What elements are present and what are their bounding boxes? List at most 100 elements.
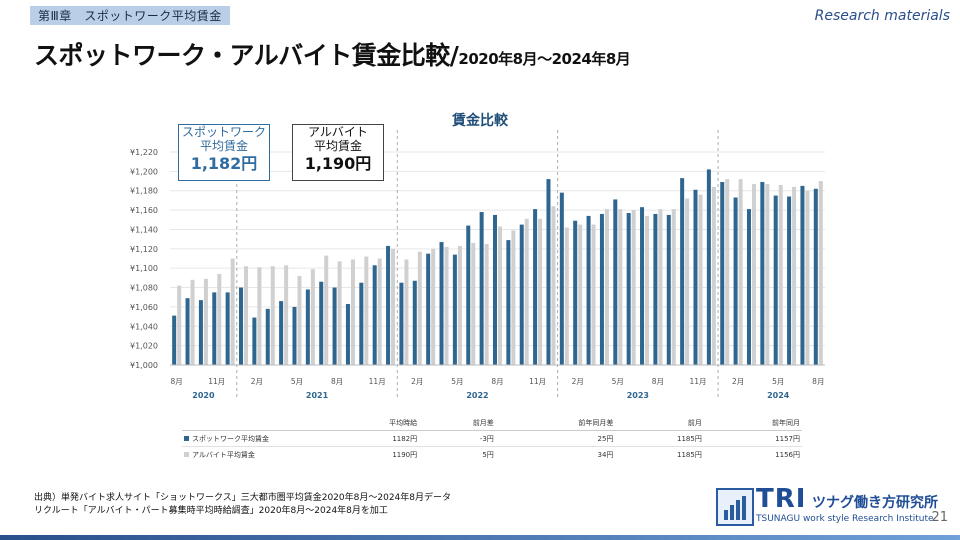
bar-albeit: [618, 209, 623, 365]
bar-albeit: [751, 183, 756, 365]
year-label: 2021: [306, 391, 329, 400]
bar-spotwork: [332, 287, 337, 365]
bar-spotwork: [399, 282, 404, 365]
row-label: アルバイト平均賃金: [192, 450, 255, 459]
bar-albeit: [631, 210, 636, 365]
bar-spotwork: [239, 287, 244, 365]
table-cell: 34円: [597, 450, 614, 459]
bar-albeit: [377, 258, 382, 365]
bar-albeit: [297, 275, 302, 365]
bar-albeit: [471, 243, 476, 365]
summary-header: 平均時給: [321, 415, 420, 431]
x-tick-label: 2月: [251, 377, 263, 386]
bar-albeit: [484, 243, 489, 365]
bar-albeit: [524, 218, 529, 365]
bar-albeit: [217, 273, 222, 365]
bar-albeit: [538, 218, 543, 365]
bar-spotwork: [172, 315, 177, 365]
legend-swatch-spot: [184, 436, 189, 441]
bar-albeit: [551, 206, 556, 365]
bar-spotwork: [706, 169, 711, 365]
bar-albeit: [391, 248, 396, 365]
y-tick-label: ¥1,000: [130, 361, 158, 370]
table-row: アルバイト平均賃金 1190円 5円 34円 1185円 1156円: [182, 447, 802, 463]
bar-spotwork: [345, 304, 350, 365]
bar-albeit: [244, 266, 249, 365]
x-tick-label: 11月: [208, 377, 225, 386]
year-label: 2022: [466, 391, 488, 400]
table-cell: 1156円: [775, 450, 800, 459]
x-tick-label: 11月: [689, 377, 706, 386]
bar-spotwork: [559, 192, 564, 365]
y-tick-label: ¥1,120: [130, 245, 158, 254]
bar-spotwork: [479, 212, 484, 365]
bar-spotwork: [626, 212, 631, 365]
bar-albeit: [658, 209, 663, 365]
bar-albeit: [324, 255, 329, 365]
bar-spotwork: [372, 265, 377, 365]
x-tick-label: 5月: [612, 377, 624, 386]
summary-table: 平均時給 前月差 前年同月差 前月 前年同月 スポットワーク平均賃金 1182円…: [182, 415, 802, 462]
bar-spotwork: [319, 281, 324, 365]
bar-spotwork: [666, 214, 671, 365]
bar-albeit: [805, 190, 810, 365]
tri-logo: TRI ツナグ働き方研究所 TSUNAGU work style Researc…: [716, 484, 938, 528]
chart-title: 賃金比較: [452, 113, 508, 129]
source-line2: リクルート「アルバイト・パート募集時平均時給調査」2020年8月～2024年8月…: [34, 506, 388, 516]
year-label: 2023: [627, 391, 649, 400]
bar-albeit: [457, 245, 462, 365]
albeit-callout-label1: アルバイト: [308, 125, 368, 139]
bar-spotwork: [586, 215, 591, 365]
y-tick-label: ¥1,200: [130, 167, 158, 176]
y-tick-label: ¥1,180: [130, 187, 158, 196]
x-tick-label: 11月: [529, 377, 546, 386]
x-tick-label: 8月: [812, 377, 824, 386]
bar-albeit: [310, 269, 315, 365]
table-row: スポットワーク平均賃金 1182円 -3円 25円 1185円 1157円: [182, 430, 802, 447]
page-title: スポットワーク・アルバイト賃金比較/2020年8月～2024年8月: [34, 36, 631, 72]
x-tick-label: 2月: [572, 377, 584, 386]
y-tick-label: ¥1,100: [130, 264, 158, 273]
bar-albeit: [257, 267, 262, 365]
spot-callout-value: 1,182円: [190, 153, 258, 173]
bar-spotwork: [225, 292, 230, 365]
bar-spotwork: [426, 253, 431, 365]
x-tick-label: 11月: [369, 377, 386, 386]
bar-spotwork: [439, 242, 444, 365]
bar-spotwork: [693, 189, 698, 365]
tri-logo-mark-icon: [716, 488, 754, 526]
bar-spotwork: [185, 298, 190, 365]
bar-albeit: [711, 186, 716, 365]
title-sub: 2020年8月～2024年8月: [458, 50, 631, 68]
wage-bar-chart: ¥1,000 ¥1,020 ¥1,040 ¥1,060 ¥1,080 ¥1,100 ¥1,1…: [130, 130, 825, 400]
bar-spotwork: [653, 213, 658, 365]
bar-spotwork: [573, 220, 578, 365]
y-tick-label: ¥1,140: [130, 225, 158, 234]
albeit-callout-label2: 平均賃金: [313, 139, 362, 154]
bar-spotwork: [733, 197, 738, 365]
y-tick-label: ¥1,220: [130, 148, 158, 157]
table-cell: -3円: [419, 430, 496, 447]
bar-spotwork: [533, 209, 538, 365]
bar-spotwork: [492, 214, 497, 365]
bar-albeit: [364, 256, 369, 365]
spot-callout-label2: 平均賃金: [199, 139, 248, 154]
summary-header: 前月差: [419, 415, 496, 431]
x-tick-label: 5月: [772, 377, 784, 386]
logo-bars-icon: [724, 496, 746, 520]
spot-callout-label1: スポットワーク: [181, 125, 266, 139]
bar-spotwork: [198, 300, 203, 365]
legend-swatch-albeit: [184, 452, 189, 457]
x-tick-label: 2月: [411, 377, 423, 386]
summary-header-row: 平均時給 前月差 前年同月差 前月 前年同月: [182, 415, 802, 431]
bar-spotwork: [787, 196, 792, 365]
bar-albeit: [511, 230, 516, 365]
bar-spotwork: [452, 254, 457, 365]
bar-spotwork: [412, 280, 417, 365]
bar-spotwork: [265, 308, 270, 365]
bar-spotwork: [640, 207, 645, 365]
bar-spotwork: [212, 292, 217, 365]
bar-spotwork: [292, 306, 297, 365]
bar-albeit: [444, 246, 449, 365]
bar-spotwork: [773, 195, 778, 365]
